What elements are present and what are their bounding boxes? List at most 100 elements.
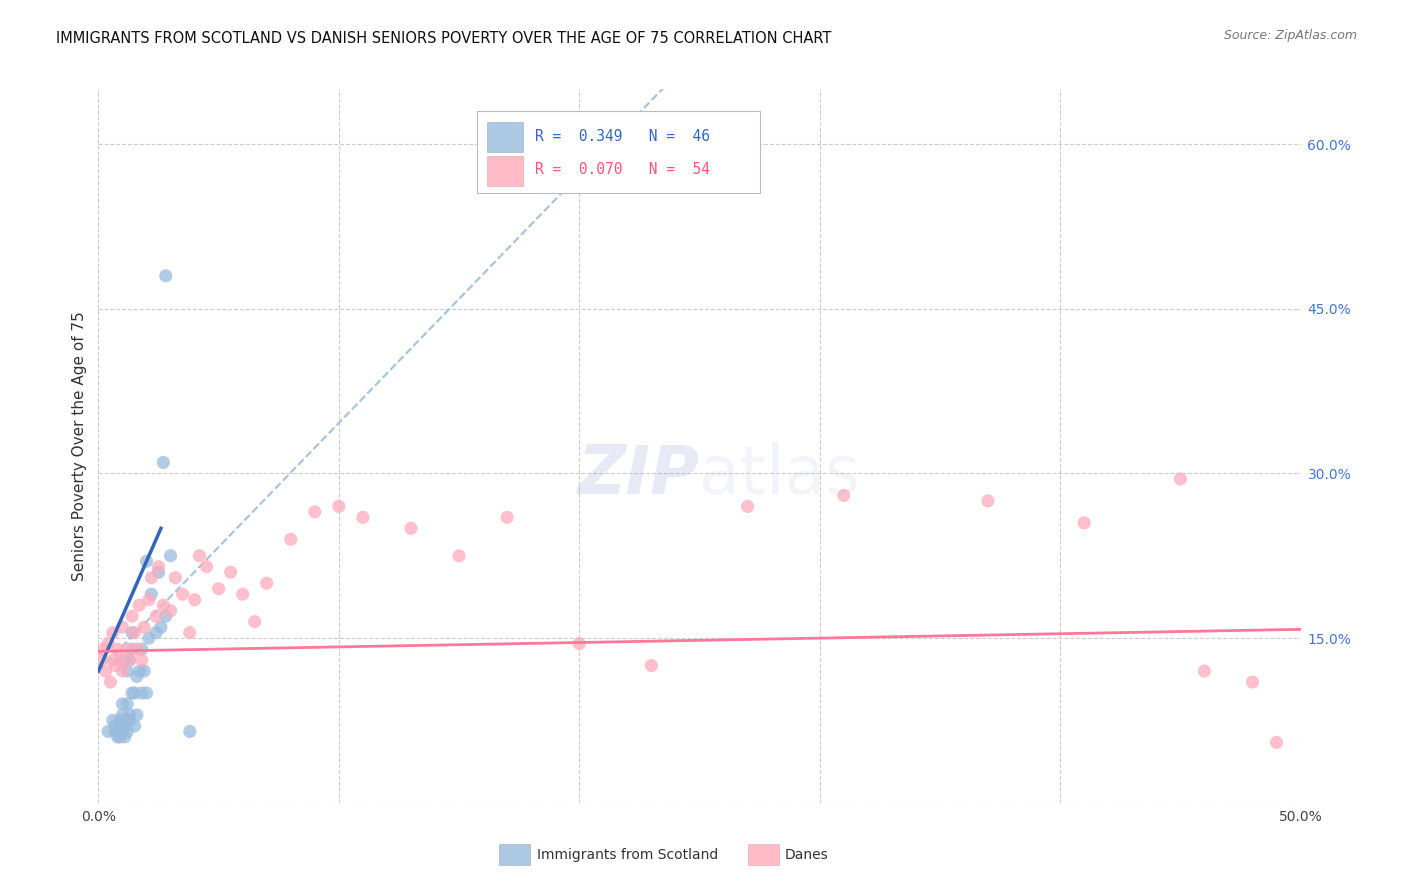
Point xyxy=(219,566,242,580)
Point xyxy=(114,719,136,733)
Point xyxy=(125,669,148,683)
Point xyxy=(131,642,153,657)
Point xyxy=(159,549,181,563)
Point xyxy=(188,549,211,563)
Point xyxy=(243,615,266,629)
Point xyxy=(138,631,160,645)
Point xyxy=(131,653,153,667)
Point xyxy=(104,658,127,673)
Text: R =  0.349   N =  46: R = 0.349 N = 46 xyxy=(534,128,710,144)
Point xyxy=(107,730,129,744)
Point xyxy=(352,510,374,524)
Point xyxy=(121,609,143,624)
Point xyxy=(155,268,177,283)
Point xyxy=(118,708,141,723)
Point xyxy=(107,642,129,657)
Bar xyxy=(486,155,523,186)
Text: ZIP: ZIP xyxy=(578,442,700,508)
Point xyxy=(145,625,167,640)
Point xyxy=(132,664,155,678)
Point xyxy=(832,488,855,502)
Point xyxy=(447,549,470,563)
Point xyxy=(118,653,141,667)
Point xyxy=(128,664,150,678)
Point xyxy=(132,620,155,634)
Bar xyxy=(477,111,759,193)
Point xyxy=(101,714,124,728)
Point xyxy=(165,571,187,585)
Point xyxy=(125,708,148,723)
Point xyxy=(179,625,201,640)
Point xyxy=(135,554,157,568)
Point xyxy=(117,664,139,678)
Text: atlas: atlas xyxy=(700,442,860,508)
Point xyxy=(568,637,591,651)
Point xyxy=(172,587,194,601)
Point xyxy=(97,637,120,651)
Point xyxy=(91,642,114,657)
Point xyxy=(496,510,519,524)
Point xyxy=(117,642,139,657)
Point xyxy=(117,697,139,711)
Point xyxy=(97,724,120,739)
Y-axis label: Seniors Poverty Over the Age of 75: Seniors Poverty Over the Age of 75 xyxy=(72,311,87,581)
Point xyxy=(104,724,127,739)
Point xyxy=(111,620,134,634)
Point xyxy=(108,724,131,739)
Point xyxy=(118,714,141,728)
Point xyxy=(135,686,157,700)
Point xyxy=(101,625,124,640)
Point xyxy=(152,455,174,469)
Point xyxy=(94,664,117,678)
Point xyxy=(124,625,146,640)
Point xyxy=(179,724,201,739)
Point xyxy=(111,708,134,723)
Point xyxy=(101,653,124,667)
Point xyxy=(1170,472,1192,486)
Point xyxy=(328,500,350,514)
Point xyxy=(1265,735,1288,749)
Point xyxy=(111,724,134,739)
Point xyxy=(399,521,422,535)
Point xyxy=(159,604,181,618)
Point xyxy=(108,730,131,744)
Text: R =  0.070   N =  54: R = 0.070 N = 54 xyxy=(534,162,710,178)
Point xyxy=(183,592,205,607)
Point xyxy=(232,587,254,601)
Point xyxy=(640,658,662,673)
Point xyxy=(125,642,148,657)
Point xyxy=(141,571,163,585)
Point xyxy=(256,576,278,591)
Point xyxy=(118,653,141,667)
Point xyxy=(1073,516,1095,530)
Text: Danes: Danes xyxy=(785,847,828,862)
Point xyxy=(131,686,153,700)
Bar xyxy=(486,122,523,152)
Point xyxy=(124,686,146,700)
Point xyxy=(138,592,160,607)
Point xyxy=(145,609,167,624)
Point xyxy=(121,642,143,657)
Point xyxy=(100,675,122,690)
Point xyxy=(108,653,131,667)
Point xyxy=(107,719,129,733)
Point xyxy=(141,587,163,601)
Point xyxy=(117,714,139,728)
Point xyxy=(148,566,170,580)
Point xyxy=(124,719,146,733)
Point xyxy=(104,719,127,733)
Point xyxy=(155,609,177,624)
Point xyxy=(737,500,759,514)
Point xyxy=(152,598,174,612)
Point xyxy=(304,505,326,519)
Text: Source: ZipAtlas.com: Source: ZipAtlas.com xyxy=(1223,29,1357,42)
Point xyxy=(121,625,143,640)
Point xyxy=(128,598,150,612)
Point xyxy=(111,697,134,711)
Point xyxy=(117,724,139,739)
Point xyxy=(111,719,134,733)
Point xyxy=(208,582,231,596)
Point xyxy=(280,533,302,547)
Text: Immigrants from Scotland: Immigrants from Scotland xyxy=(537,847,718,862)
Point xyxy=(148,559,170,574)
